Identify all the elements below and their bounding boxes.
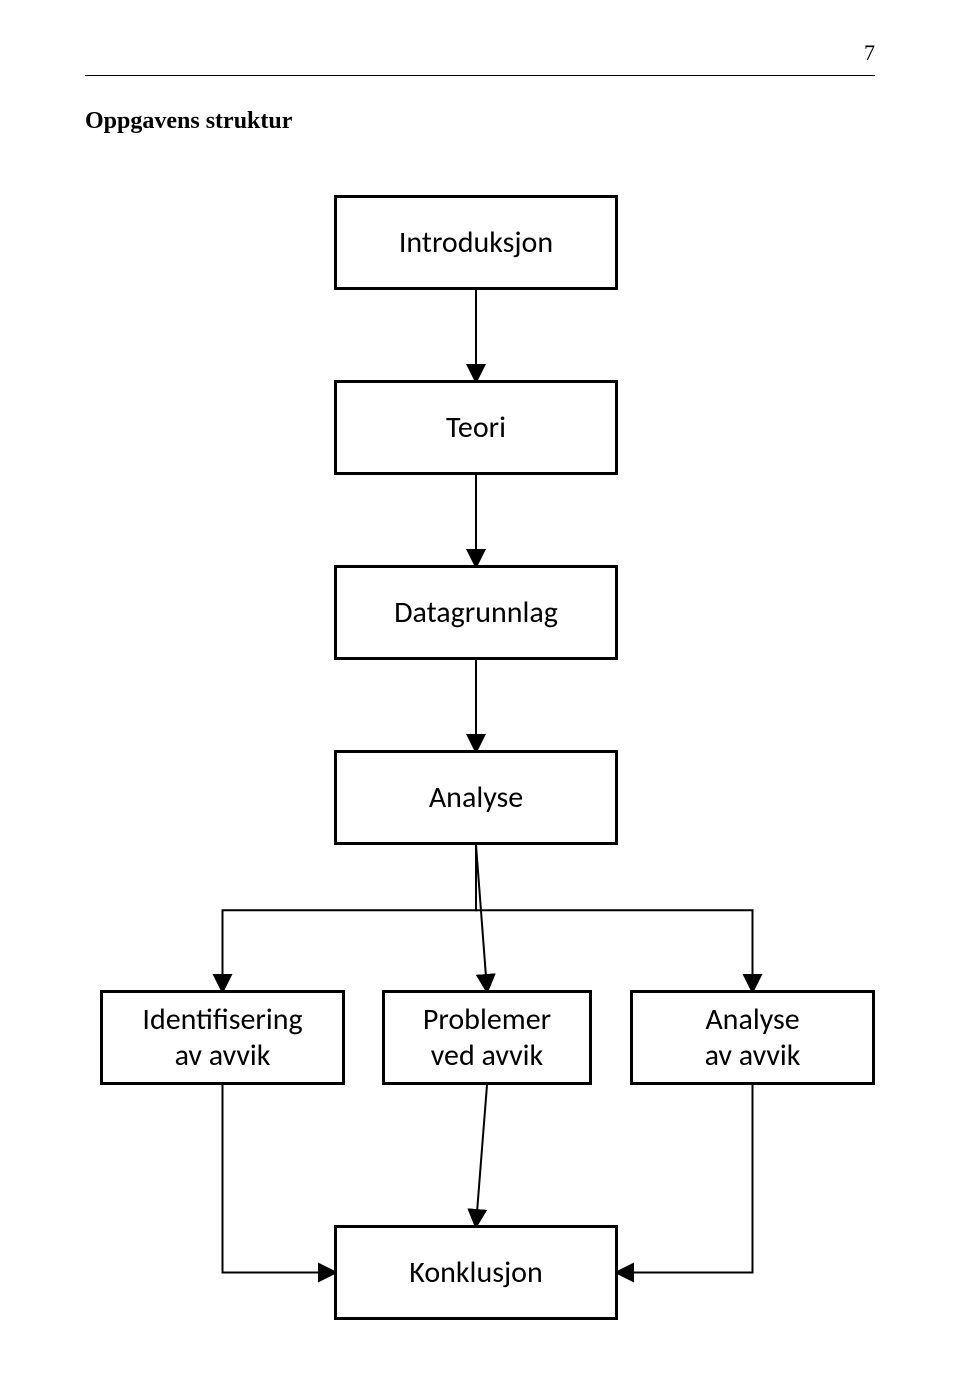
node-datagrunnlag: Datagrunnlag — [334, 565, 618, 660]
node-analyse_avvik: Analyseav avvik — [630, 990, 875, 1085]
node-identifisering: Identifiseringav avvik — [100, 990, 345, 1085]
node-analyse: Analyse — [334, 750, 618, 845]
node-konklusjon: Konklusjon — [334, 1225, 618, 1320]
node-problemer: Problemerved avvik — [382, 990, 592, 1085]
node-teori: Teori — [334, 380, 618, 475]
node-introduksjon: Introduksjon — [334, 195, 618, 290]
